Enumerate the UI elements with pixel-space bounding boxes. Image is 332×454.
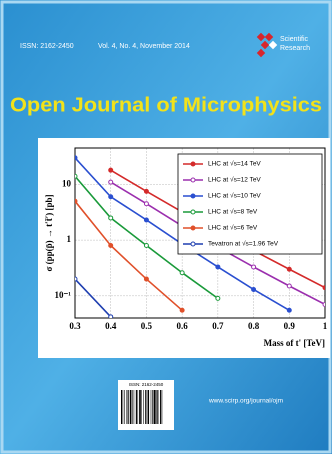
series-marker	[251, 286, 257, 292]
series-marker	[143, 201, 149, 207]
legend-marker	[190, 177, 196, 183]
barcode-bar	[145, 390, 147, 424]
legend-marker	[190, 225, 196, 231]
legend-label: LHC at √s=14 TeV	[208, 160, 261, 168]
x-tick-label: 0.8	[248, 321, 260, 331]
series-marker	[143, 276, 149, 282]
legend-label: LHC at √s=6 TeV	[208, 224, 258, 232]
y-tick-label: 1	[67, 234, 72, 244]
barcode-bar	[132, 390, 133, 424]
series-marker	[322, 301, 325, 307]
series-marker	[108, 179, 114, 185]
series-marker	[143, 188, 149, 194]
barcode-bar	[126, 390, 128, 424]
series-marker	[179, 270, 185, 276]
chart: 0.3 0.4 0.5 0.6 0.7 0.8 0.9 1 10⁻¹ 1 10 LHC at √s=1…	[44, 147, 328, 348]
barcode-bar	[143, 390, 144, 424]
series-marker	[286, 307, 292, 313]
legend-box	[177, 153, 323, 255]
series-marker	[215, 264, 221, 270]
barcode-bar	[141, 390, 142, 424]
y-tick-label: 10	[62, 178, 72, 188]
barcode-bar	[150, 390, 152, 424]
barcode	[121, 390, 163, 424]
series-marker	[108, 194, 114, 200]
series-marker	[143, 243, 149, 249]
barcode-bar	[157, 390, 159, 424]
barcode-bar	[147, 390, 150, 424]
series-marker	[108, 167, 114, 173]
barcode-bar	[152, 390, 154, 424]
publisher: Scientific	[280, 36, 309, 43]
x-tick-label: 1	[323, 321, 328, 331]
series-marker	[75, 276, 78, 282]
series-line	[75, 278, 112, 318]
series-marker	[215, 295, 221, 301]
barcode-bar	[122, 390, 124, 424]
issue: Vol. 4, No. 4, November 2014	[98, 43, 190, 50]
barcode-bar	[156, 390, 157, 424]
x-axis-label: Mass of t' [TeV]	[264, 338, 325, 348]
series-marker	[143, 217, 149, 223]
x-tick-label: 0.7	[212, 321, 224, 331]
barcode-bar	[146, 390, 148, 424]
legend-marker	[190, 209, 196, 215]
x-tick-label: 0.3	[69, 321, 81, 331]
legend-label: LHC at √s=10 TeV	[208, 192, 261, 200]
barcode-bar	[127, 390, 129, 424]
x-tick-label: 0.9	[284, 321, 296, 331]
barcode-bar	[124, 390, 125, 424]
barcode-bar	[137, 390, 139, 424]
journal-title: Open Journal of Microphysics	[10, 94, 322, 116]
series-marker	[108, 314, 114, 318]
barcode-bar	[161, 390, 163, 424]
y-axis-label: σ (pp(p̄) → t′t̄′) [pb]	[44, 195, 54, 272]
barcode-bar	[121, 390, 123, 424]
barcode-bar	[129, 390, 132, 424]
legend-marker	[190, 193, 196, 199]
barcode-bar	[154, 390, 156, 424]
url: www.scirp.org/journal/ojm	[208, 398, 283, 405]
series-marker	[322, 285, 325, 291]
issn: ISSN: 2162-2450	[20, 43, 74, 50]
series-marker	[108, 215, 114, 221]
x-tick-label: 0.4	[105, 321, 117, 331]
legend-label: LHC at √s=12 TeV	[208, 176, 261, 184]
series-marker	[251, 264, 257, 270]
barcode-bar	[133, 390, 135, 424]
legend-marker	[190, 161, 196, 167]
barcode-bar	[135, 390, 137, 424]
series-marker	[75, 155, 78, 161]
series-marker	[286, 266, 292, 272]
y-tick-label: 10⁻¹	[55, 290, 72, 300]
x-tick-label: 0.6	[177, 321, 189, 331]
legend-label: Tevatron at √s=1.96 TeV	[208, 240, 279, 248]
series-line	[75, 200, 183, 311]
x-tick-label: 0.5	[141, 321, 153, 331]
publisher: Research	[280, 45, 310, 52]
barcode-issn: ISSN: 2162-2450	[129, 382, 164, 387]
series-marker	[286, 283, 292, 289]
series-marker	[179, 307, 185, 313]
barcode-bar	[160, 390, 162, 424]
plot-frame	[74, 147, 326, 319]
publisher-logo	[256, 32, 278, 58]
legend-marker	[190, 241, 196, 247]
barcode-bar	[139, 390, 141, 424]
series-marker	[108, 243, 114, 249]
series-marker	[75, 198, 78, 204]
legend-label: LHC at √s=8 TeV	[208, 208, 258, 216]
series-marker	[75, 173, 78, 179]
